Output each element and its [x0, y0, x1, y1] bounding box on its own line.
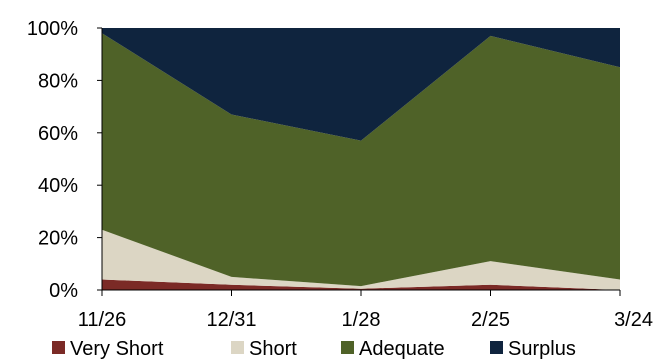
- legend: Very Short Short Adequate Surplus: [52, 338, 576, 360]
- legend-label: Adequate: [359, 338, 445, 360]
- legend-label: Surplus: [508, 338, 576, 360]
- y-tick-label: 100%: [27, 18, 78, 40]
- legend-item-short: Short: [231, 338, 297, 360]
- area-surplus: [102, 28, 620, 141]
- legend-item-very-short: Very Short: [52, 338, 164, 360]
- x-tick-label: 11/26: [78, 309, 127, 331]
- y-tick-label: 20%: [38, 228, 78, 250]
- y-tick-label: 40%: [38, 175, 78, 197]
- legend-swatch: [52, 341, 65, 354]
- area-adequate: [102, 33, 620, 287]
- axes-group: [97, 27, 621, 296]
- area-short: [102, 229, 620, 290]
- x-tick-label: 12/31: [206, 309, 256, 331]
- y-tick-label: 0%: [49, 280, 78, 302]
- legend-item-surplus: Surplus: [490, 338, 576, 360]
- y-tick-labels: 0% 20% 40% 60% 80% 100%: [27, 18, 78, 302]
- y-tick-label: 80%: [38, 70, 78, 92]
- y-tick-label: 60%: [38, 123, 78, 145]
- legend-swatch: [341, 341, 354, 354]
- area-series-group: [102, 28, 620, 290]
- x-tick-label: 3/24: [614, 309, 653, 331]
- legend-label: Short: [249, 338, 297, 360]
- legend-item-adequate: Adequate: [341, 338, 445, 360]
- x-tick-label: 1/28: [342, 309, 381, 331]
- legend-label: Very Short: [70, 338, 164, 360]
- x-tick-labels: 11/26 12/31 1/28 2/25 3/24: [78, 309, 653, 331]
- legend-swatch: [231, 341, 244, 354]
- legend-swatch: [490, 341, 503, 354]
- x-tick-label: 2/25: [471, 309, 510, 331]
- area-very-short: [102, 279, 620, 290]
